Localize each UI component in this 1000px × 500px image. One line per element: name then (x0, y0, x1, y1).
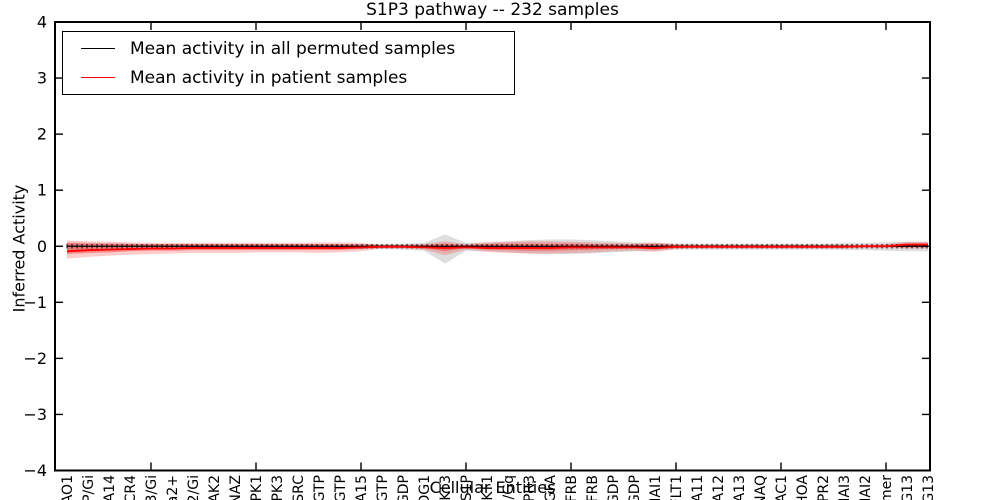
x-axis-label: Cellular Entities (429, 478, 556, 497)
x-category-label: G12/G13 (900, 475, 916, 500)
x-category-label: S1P/S1P3/Gq (501, 475, 517, 500)
x-category-label: GNAI1 (648, 475, 664, 500)
x-category-label: MAPK3 (270, 475, 286, 500)
x-category-label: EDG1 (417, 475, 433, 500)
x-category-label: PDGFRB (585, 475, 601, 500)
permuted-samples-range-band (67, 234, 928, 264)
legend-box: Mean activity in all permuted samples Me… (62, 31, 515, 95)
x-category-label: S1P1/S1P/Gi (81, 475, 97, 500)
y-tick-label: 1 (37, 181, 47, 200)
x-category-label: GNA14 (102, 475, 118, 500)
y-tick-label: 3 (37, 69, 47, 88)
x-category-label: GNAO1 (60, 475, 76, 500)
x-category-label: S1P/S1P3/Gi (144, 475, 160, 500)
x-category-label: Rac1/GDP (606, 475, 622, 500)
x-category-label: VEGFA (543, 475, 559, 500)
legend-entry-patient: Mean activity in patient samples (81, 67, 514, 89)
x-category-label: mol:GDP (396, 475, 412, 500)
x-category-label: GNA13 (732, 475, 748, 500)
x-category-label: GNA15 (354, 475, 370, 500)
x-category-label: SRC (291, 475, 307, 500)
x-category-label: AKT1 (480, 475, 496, 500)
x-category-label: VEGFR1 homodimer/VEGFA homodimer (879, 475, 895, 500)
patient-line-swatch (81, 77, 115, 78)
x-category-label: S1P/S1P2/Gi (186, 475, 202, 500)
legend-entry-permuted: Mean activity in all permuted samples (81, 38, 514, 60)
permuted-line-swatch (81, 48, 115, 49)
x-category-label: CXCR4 (123, 475, 139, 500)
chart-title: S1P3 pathway -- 232 samples (366, 0, 619, 20)
x-category-label: GNAQ (753, 475, 769, 500)
x-category-label: Rac1/GTP (312, 475, 328, 500)
legend-label-patient: Mean activity in patient samples (130, 67, 408, 88)
x-category-label: PDGFB-D/PDGFRB (564, 475, 580, 500)
x-category-label: GNA11 (690, 475, 706, 500)
y-axis-label: Inferred Activity (9, 184, 29, 313)
x-category-label: mol:Ca2+ (165, 475, 181, 500)
series-line-1 (66, 243, 928, 253)
x-category-label: FLT1 (669, 475, 685, 500)
x-category-label: mol:GTP (375, 475, 391, 500)
x-category-label: AKT3 (438, 475, 454, 500)
x-category-label: GNAI2 (858, 475, 874, 500)
x-category-label: S1PR2 (816, 475, 832, 500)
x-category-label: JAK2 (207, 475, 223, 500)
x-category-label: GNAZ (228, 475, 244, 500)
x-category-label: RhoA/GTP (333, 475, 349, 500)
x-category-label: MAPK1 (249, 475, 265, 500)
x-category-label: S1P/S1P3/G12/G13 (921, 475, 937, 500)
y-tick-label: 2 (37, 125, 47, 144)
x-category-label: GNAI3 (837, 475, 853, 500)
y-tick-label: −3 (23, 405, 47, 424)
y-tick-label: −4 (23, 461, 47, 480)
y-tick-label: 4 (37, 13, 47, 32)
x-category-label: RhoA/GDP (627, 475, 643, 500)
x-category-label: mol:S1P (459, 475, 475, 500)
y-tick-label: −2 (23, 349, 47, 368)
y-tick-label: 0 (37, 237, 47, 256)
x-category-label: GNA12 (711, 475, 727, 500)
x-category-label: RHOA (795, 475, 811, 500)
legend-label-permuted: Mean activity in all permuted samples (130, 38, 456, 59)
x-category-label: S1PR3 (522, 475, 538, 500)
y-tick-label: −1 (23, 293, 47, 312)
x-category-label: RAC1 (774, 475, 790, 500)
